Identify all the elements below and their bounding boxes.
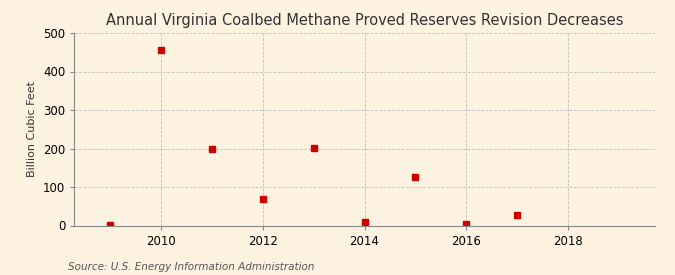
Y-axis label: Billion Cubic Feet: Billion Cubic Feet [28,81,37,177]
Title: Annual Virginia Coalbed Methane Proved Reserves Revision Decreases: Annual Virginia Coalbed Methane Proved R… [106,13,623,28]
Text: Source: U.S. Energy Information Administration: Source: U.S. Energy Information Administ… [68,262,314,272]
